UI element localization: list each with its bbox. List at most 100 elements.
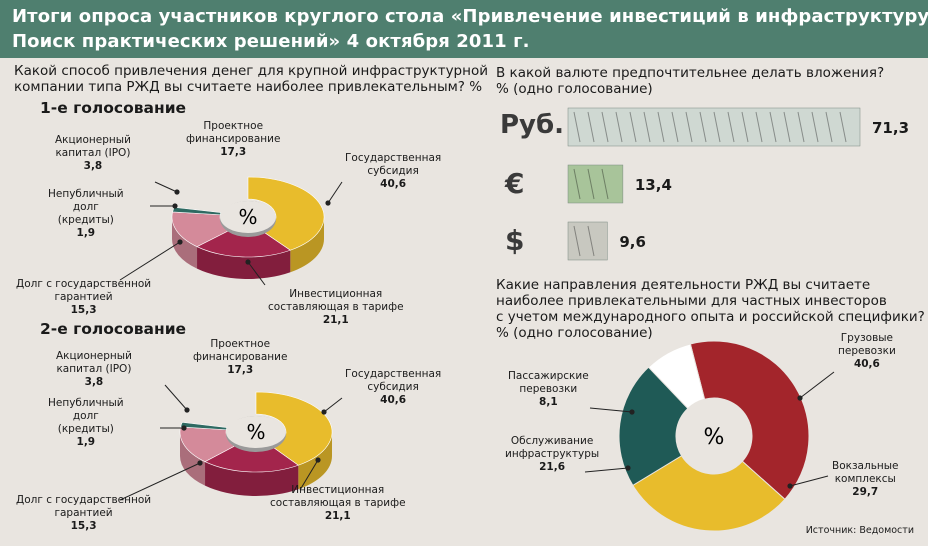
question-1-line-1: Какой способ привлечения денег для крупн… [14, 63, 488, 79]
question-1: Какой способ привлечения денег для крупн… [14, 63, 488, 95]
slice-label: Долг с государственной гарантией 15,3 [16, 494, 151, 533]
slice-label: Проектное финансирование 17,3 [193, 338, 287, 377]
slice-value-label: 17,3 [220, 146, 247, 158]
slice-label: Государственная субсидия 40,6 [345, 152, 441, 191]
bar-texture [769, 111, 777, 143]
bar-texture [587, 225, 595, 257]
slice-label: Государственная субсидия 40,6 [345, 368, 441, 407]
slice-label-line: Обслуживание [510, 435, 594, 447]
question-3-line-1: Какие направления деятельности РЖД вы сч… [496, 277, 871, 293]
slice-label-line: долг [72, 410, 99, 422]
slice-label-line: Инвестиционная [291, 484, 385, 496]
bar-texture [587, 168, 595, 200]
donut-slice-side [172, 217, 198, 269]
slice-label: Долг с государственной гарантией 15,3 [16, 278, 151, 317]
slice-label-line: Долг с государственной [16, 494, 152, 506]
leader-dot [787, 483, 793, 489]
leader-line [299, 459, 319, 491]
donut-center-label: % [246, 420, 265, 444]
donut-hole-top [220, 201, 276, 233]
leader-line [799, 371, 835, 399]
leader-line [789, 475, 829, 487]
slice-label-line: (кредиты) [57, 423, 114, 435]
donut-chart-2: % [119, 384, 343, 501]
slice-label-line: субсидия [367, 381, 419, 393]
donut-slice-side [290, 217, 324, 273]
bar-texture [685, 111, 693, 143]
vote-2-title: 2-е голосование [40, 320, 187, 338]
bar-texture [797, 111, 805, 143]
question-1-line-2: компании типа РЖД вы считаете наиболее п… [14, 79, 483, 95]
slice-label-line: Проектное [210, 338, 271, 350]
slice-label-line: перевозки [519, 383, 578, 395]
bar-texture [615, 111, 623, 143]
leader-dot [797, 395, 803, 401]
leader-line [589, 407, 633, 413]
slice-label-line: субсидия [367, 165, 419, 177]
leader-dot [325, 200, 331, 206]
leader-dot [197, 460, 203, 466]
slice-label-line: капитал (IPO) [56, 363, 132, 375]
leader-dot [177, 239, 183, 245]
slice-value-label: 40,6 [380, 178, 407, 190]
currency-value-label: 13,4 [634, 176, 672, 194]
question-3-line-2: наиболее привлекательными для частных ин… [496, 293, 887, 309]
donut-hole-top [226, 416, 286, 448]
leader-line [584, 467, 629, 473]
title-line-1: Итоги опроса участников круглого стола «… [12, 6, 928, 27]
slice-value-label: 21,6 [539, 461, 566, 473]
slice-label-line: составляющая в тарифе [270, 497, 406, 509]
currency-bar-chart [567, 107, 861, 261]
title-banner: Итоги опроса участников круглого стола «… [0, 0, 928, 58]
slice-value-label: 40,6 [380, 394, 407, 406]
slice-label-line: Непубличный [48, 188, 124, 200]
bar-texture [699, 111, 707, 143]
slice-value-label: 17,3 [227, 364, 254, 376]
slice-label: Пассажирские перевозки 8,1 [508, 370, 589, 409]
slice-label-line: гарантией [54, 291, 113, 303]
slice-label-line: Акционерный [55, 134, 131, 146]
bar-texture [573, 168, 581, 200]
leader-line [154, 181, 178, 193]
slice-label: Акционерный капитал (IPO) 3,8 [55, 134, 131, 173]
slice-label-line: (кредиты) [57, 214, 114, 226]
slice-label-line: перевозки [838, 345, 896, 357]
slice-label-line: Непубличный [48, 397, 124, 409]
bar-texture [727, 111, 735, 143]
question-2-line-1: В какой валюте предпочтительнее делать в… [496, 65, 885, 81]
slice-value-label: 29,7 [852, 486, 879, 498]
donut-slice [172, 206, 222, 216]
currency-label: $ [505, 224, 525, 257]
leader-line [119, 462, 201, 501]
leader-line [327, 181, 343, 204]
bar-texture [601, 168, 609, 200]
slice-label-line: Государственная [345, 152, 442, 164]
slice-label: Инвестиционная составляющая в тарифе 21,1 [268, 288, 404, 327]
slice-label-line: комплексы [834, 473, 896, 485]
slice-label: Грузовые перевозки 40,6 [838, 332, 896, 371]
leader-dot [181, 425, 187, 431]
title-line-2: Поиск практических решений» 4 октября 20… [12, 31, 530, 52]
bar-texture [657, 111, 665, 143]
slice-value-label: 21,1 [324, 510, 351, 522]
slice-label-line: Инвестиционная [289, 288, 383, 300]
currency-label: Руб. [500, 110, 565, 140]
question-3-line-3: с учетом международного опыта и российск… [496, 309, 925, 325]
slice-label-line: составляющая в тарифе [268, 301, 404, 313]
vote-1-title: 1-е голосование [40, 99, 187, 117]
slice-label: Непубличный долг (кредиты) 1,9 [48, 397, 124, 449]
bar-texture [741, 111, 749, 143]
slice-label-line: инфраструктуры [505, 448, 600, 460]
slice-label-line: Акционерный [56, 350, 132, 362]
slice-label-line: Вокзальные [832, 460, 899, 472]
leader-dot [184, 407, 190, 413]
slice-label-line: долг [72, 201, 99, 213]
donut-slice-side [205, 461, 299, 496]
currency-value-label: 9,6 [619, 233, 646, 251]
bar-texture [573, 111, 581, 143]
question-2: В какой валюте предпочтительнее делать в… [496, 65, 884, 97]
slice-label: Обслуживание инфраструктуры 21,6 [505, 435, 599, 474]
slice-value-label: 1,9 [76, 436, 96, 448]
donut-slice-side [180, 432, 206, 486]
